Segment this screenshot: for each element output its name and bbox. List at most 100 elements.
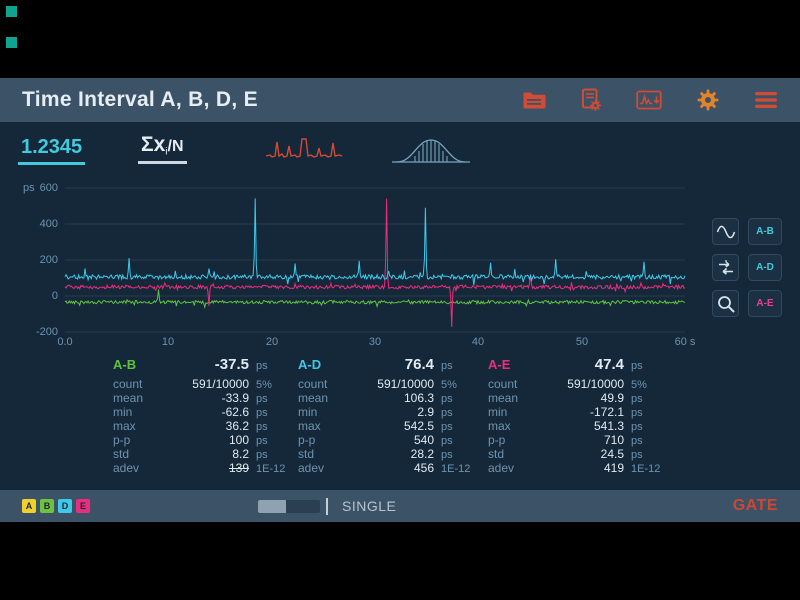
trend-plot-icon bbox=[265, 138, 343, 158]
statistics-tab[interactable]: Σxi/N bbox=[138, 133, 187, 164]
channel-a-indicator[interactable]: A bbox=[22, 499, 36, 513]
stat-row: min 2.9 ps bbox=[298, 405, 476, 419]
settings-button[interactable] bbox=[696, 88, 720, 112]
channel-b-indicator[interactable]: B bbox=[40, 499, 54, 513]
histogram-tab[interactable] bbox=[388, 136, 474, 172]
stat-label: min bbox=[298, 405, 318, 419]
header-bar: Time Interval A, B, D, E bbox=[0, 78, 800, 122]
x-tick-label: 60 bbox=[674, 336, 687, 348]
channel-d-indicator[interactable]: D bbox=[58, 499, 72, 513]
stat-value: 591/10000 bbox=[567, 377, 624, 391]
stat-label: max bbox=[298, 419, 321, 433]
stat-value: 419 bbox=[603, 461, 624, 475]
report-settings-icon bbox=[582, 88, 601, 111]
stat-unit: 1E-12 bbox=[256, 463, 286, 475]
stat-unit: 1E-12 bbox=[441, 463, 471, 475]
stat-unit: ps bbox=[631, 449, 643, 461]
stat-label: min bbox=[113, 405, 133, 419]
stat-label: min bbox=[488, 405, 508, 419]
stat-value: 24.5 bbox=[600, 447, 624, 461]
stat-unit: ps bbox=[441, 393, 453, 405]
stat-unit: ps bbox=[631, 407, 643, 419]
folder-icon bbox=[523, 92, 546, 109]
stat-label: p-p bbox=[298, 433, 316, 447]
stat-value: -33.9 bbox=[221, 391, 249, 405]
menu-button[interactable] bbox=[754, 91, 778, 109]
channel-pair-ae-button[interactable]: A-E bbox=[748, 290, 782, 317]
stat-value: 28.2 bbox=[410, 447, 434, 461]
stat-value: 540 bbox=[413, 433, 434, 447]
x-axis-unit: s bbox=[689, 336, 696, 348]
stat-value: 139 bbox=[228, 461, 249, 475]
stat-unit: ps bbox=[256, 393, 268, 405]
gear-icon bbox=[697, 89, 719, 111]
stat-unit: 5% bbox=[631, 379, 647, 391]
stat-label: adev bbox=[113, 461, 140, 475]
stat-value: 8.2 bbox=[232, 447, 249, 461]
stat-unit: 5% bbox=[441, 379, 457, 391]
stat-row: p-p 540 ps bbox=[298, 433, 476, 447]
waveform-tool-button[interactable] bbox=[712, 218, 739, 245]
progress-track bbox=[258, 499, 320, 513]
sigma-tail: /N bbox=[167, 138, 184, 155]
y-axis-tick: ps 600 bbox=[4, 182, 58, 194]
progress-divider bbox=[326, 497, 328, 515]
y-axis-tick: -200 bbox=[35, 326, 58, 338]
stat-row: max 541.3 ps bbox=[488, 419, 666, 433]
stat-label: std bbox=[298, 447, 315, 461]
stat-label: adev bbox=[488, 461, 515, 475]
current-value: 76.4 bbox=[404, 356, 434, 373]
stat-row: count 591/10000 5% bbox=[113, 377, 291, 391]
save-recall-button[interactable] bbox=[636, 89, 662, 111]
stat-row: mean -33.9 ps bbox=[113, 391, 291, 405]
stat-unit: ps bbox=[256, 360, 268, 372]
current-value: -37.5 bbox=[214, 356, 249, 373]
numeric-readout-tab[interactable]: 1.2345 bbox=[18, 136, 86, 165]
stat-value: 49.9 bbox=[600, 391, 624, 405]
stat-value: 591/10000 bbox=[192, 377, 249, 391]
stat-row: std 8.2 ps bbox=[113, 447, 291, 461]
measurement-setup-button[interactable] bbox=[580, 88, 602, 112]
stat-row: p-p 100 ps bbox=[113, 433, 291, 447]
stat-unit: ps bbox=[256, 449, 268, 461]
channel-e-indicator[interactable]: E bbox=[76, 499, 90, 513]
stat-value: 710 bbox=[603, 433, 624, 447]
stat-row: adev 419 1E-12 bbox=[488, 461, 666, 475]
stat-row: mean 49.9 ps bbox=[488, 391, 666, 405]
stat-value: 456 bbox=[413, 461, 434, 475]
file-manager-button[interactable] bbox=[522, 90, 546, 110]
channel-pair-ab-button[interactable]: A-B bbox=[748, 218, 782, 245]
stat-row: adev 456 1E-12 bbox=[298, 461, 476, 475]
y-axis-tick: 0 bbox=[51, 290, 58, 302]
stat-unit: ps bbox=[441, 449, 453, 461]
stat-value: 542.5 bbox=[403, 419, 434, 433]
stat-unit: ps bbox=[256, 421, 268, 433]
stat-row: mean 106.3 ps bbox=[298, 391, 476, 405]
status-led-bottom bbox=[6, 37, 17, 48]
menu-icon bbox=[755, 92, 777, 108]
stat-label: mean bbox=[113, 391, 144, 405]
stat-value: -172.1 bbox=[589, 405, 624, 419]
channel-pair-ad-button[interactable]: A-D bbox=[748, 254, 782, 281]
stat-unit: ps bbox=[441, 435, 453, 447]
status-bar: A B D E SINGLE GATE bbox=[0, 490, 800, 522]
stat-unit: ps bbox=[256, 435, 268, 447]
stat-value: 106.3 bbox=[403, 391, 434, 405]
stat-unit: ps bbox=[256, 407, 268, 419]
x-axis-tick: 20 bbox=[265, 336, 279, 348]
trigger-levels-button[interactable] bbox=[712, 254, 739, 281]
stat-value: -62.6 bbox=[221, 405, 249, 419]
x-axis-tick: 50 bbox=[575, 336, 589, 348]
stat-row: count 591/10000 5% bbox=[488, 377, 666, 391]
stats-header: A-D 76.4 ps bbox=[298, 356, 476, 377]
stat-label: count bbox=[488, 377, 518, 391]
zoom-tool-button[interactable] bbox=[712, 290, 739, 317]
trend-plot-tab[interactable] bbox=[262, 134, 346, 170]
x-axis-tick: 0.0 bbox=[57, 336, 73, 348]
stats-column-ae: A-E 47.4 ps count 591/10000 5% mean 49.9 ps … bbox=[488, 356, 666, 475]
page-title: Time Interval A, B, D, E bbox=[22, 88, 258, 111]
stats-header: A-B -37.5 ps bbox=[113, 356, 291, 377]
channel-pair-label: A-B bbox=[113, 357, 137, 372]
stat-unit: ps bbox=[631, 435, 643, 447]
acquisition-mode-label[interactable]: SINGLE bbox=[336, 497, 402, 515]
